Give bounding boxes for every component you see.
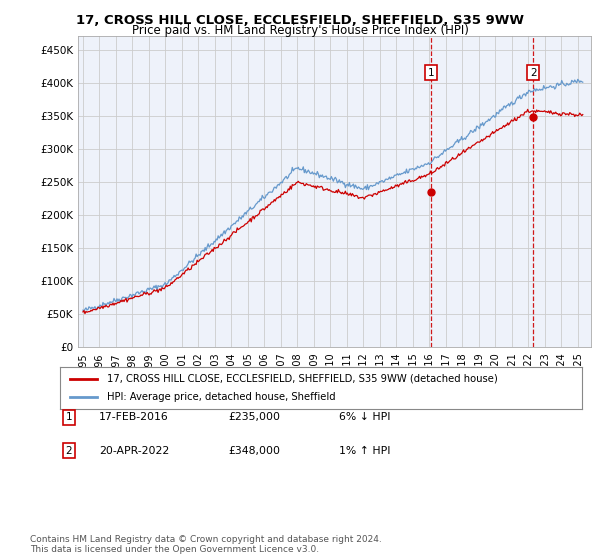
Text: 17-FEB-2016: 17-FEB-2016 xyxy=(99,412,169,422)
Text: Price paid vs. HM Land Registry's House Price Index (HPI): Price paid vs. HM Land Registry's House … xyxy=(131,24,469,37)
Text: 6% ↓ HPI: 6% ↓ HPI xyxy=(339,412,391,422)
Text: 17, CROSS HILL CLOSE, ECCLESFIELD, SHEFFIELD, S35 9WW: 17, CROSS HILL CLOSE, ECCLESFIELD, SHEFF… xyxy=(76,14,524,27)
Text: 1: 1 xyxy=(428,68,434,78)
Text: £348,000: £348,000 xyxy=(228,446,280,456)
Text: 20-APR-2022: 20-APR-2022 xyxy=(99,446,169,456)
Text: 2: 2 xyxy=(530,68,536,78)
Text: £235,000: £235,000 xyxy=(228,412,280,422)
Text: Contains HM Land Registry data © Crown copyright and database right 2024.
This d: Contains HM Land Registry data © Crown c… xyxy=(30,535,382,554)
Text: 1: 1 xyxy=(65,412,73,422)
Text: HPI: Average price, detached house, Sheffield: HPI: Average price, detached house, Shef… xyxy=(107,392,335,402)
Text: 2: 2 xyxy=(65,446,73,456)
Text: 17, CROSS HILL CLOSE, ECCLESFIELD, SHEFFIELD, S35 9WW (detached house): 17, CROSS HILL CLOSE, ECCLESFIELD, SHEFF… xyxy=(107,374,498,384)
Text: 1% ↑ HPI: 1% ↑ HPI xyxy=(339,446,391,456)
